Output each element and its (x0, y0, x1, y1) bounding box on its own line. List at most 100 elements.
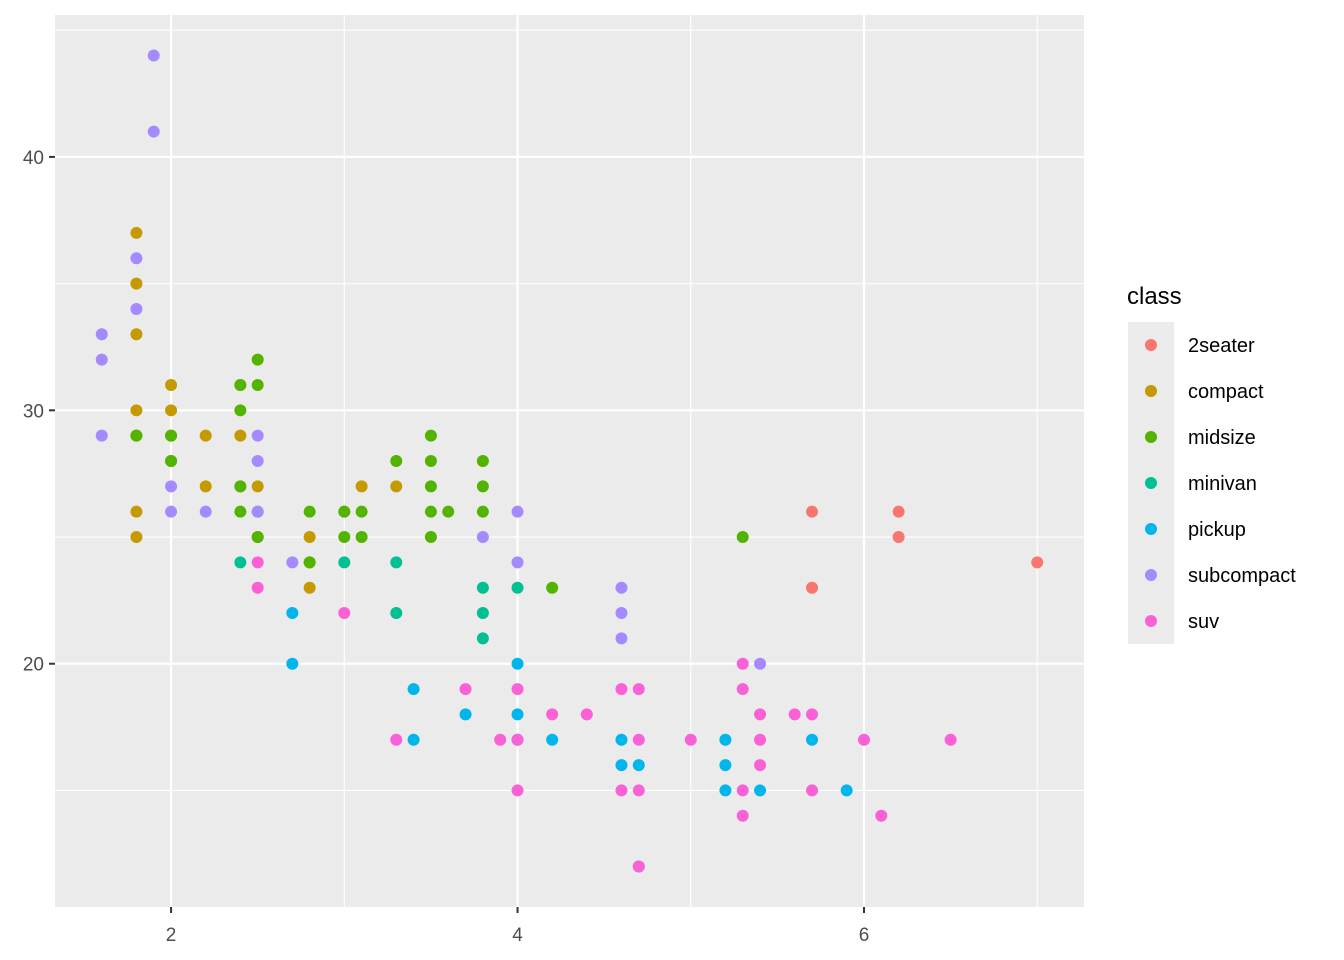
data-point-midsize (251, 353, 264, 366)
data-point-2seater (806, 581, 819, 594)
y-tick-label: 20 (23, 655, 44, 676)
data-point-minivan (476, 581, 489, 594)
data-point-minivan (338, 556, 351, 569)
data-point-subcompact (95, 429, 108, 442)
data-point-suv (754, 733, 767, 746)
data-point-suv (546, 708, 559, 721)
legend-key-subcompact (1145, 569, 1157, 581)
data-point-midsize (424, 505, 437, 518)
data-point-suv (615, 784, 628, 797)
legend-key-2seater (1145, 339, 1157, 351)
data-point-minivan (511, 581, 524, 594)
data-point-midsize (130, 429, 143, 442)
legend-label-suv: suv (1188, 611, 1219, 633)
data-point-midsize (736, 531, 749, 544)
data-point-suv (251, 581, 264, 594)
data-point-pickup (806, 733, 819, 746)
data-point-suv (511, 733, 524, 746)
data-point-pickup (286, 657, 299, 670)
data-point-midsize (390, 455, 403, 467)
data-point-midsize (355, 505, 368, 518)
data-point-subcompact (251, 429, 264, 442)
data-point-suv (806, 784, 819, 797)
data-point-midsize (476, 455, 489, 467)
data-point-compact (130, 328, 143, 341)
legend-key-pickup (1145, 523, 1157, 535)
data-point-2seater (892, 531, 905, 544)
data-point-subcompact (251, 505, 264, 518)
data-point-minivan (390, 607, 403, 620)
data-point-suv (788, 708, 801, 721)
data-point-midsize (424, 429, 437, 442)
data-point-suv (875, 809, 888, 822)
data-point-suv (632, 683, 645, 696)
data-point-suv (580, 708, 593, 721)
data-point-compact (130, 531, 143, 544)
data-point-suv (632, 784, 645, 797)
data-point-pickup (511, 708, 524, 721)
data-point-compact (130, 505, 143, 518)
data-point-suv (459, 683, 472, 696)
data-point-midsize (424, 455, 437, 467)
data-point-minivan (476, 632, 489, 645)
x-tick-label: 6 (859, 925, 870, 946)
data-point-pickup (286, 607, 299, 620)
data-point-subcompact (615, 581, 628, 594)
data-point-midsize (424, 480, 437, 493)
data-point-suv (338, 607, 351, 620)
data-point-suv (632, 860, 645, 873)
legend-key-compact (1145, 385, 1157, 397)
legend-title: class (1127, 283, 1182, 310)
data-point-pickup (407, 733, 420, 746)
data-point-compact (355, 480, 368, 493)
major-gridlines (55, 15, 1084, 907)
data-point-2seater (892, 505, 905, 518)
data-point-subcompact (130, 302, 143, 315)
data-point-midsize (338, 531, 351, 544)
data-point-compact (251, 480, 264, 493)
data-point-suv (736, 683, 749, 696)
legend-label-midsize: midsize (1188, 427, 1256, 449)
data-point-subcompact (199, 505, 212, 518)
data-point-suv (754, 708, 767, 721)
data-point-midsize (546, 581, 559, 594)
data-point-subcompact (95, 328, 108, 341)
axes: 2 4 6 20 30 40 (23, 148, 869, 946)
data-point-subcompact (95, 353, 108, 366)
data-point-suv (754, 759, 767, 772)
legend-label-minivan: minivan (1188, 473, 1257, 495)
data-point-subcompact (511, 556, 524, 569)
data-point-pickup (407, 683, 420, 696)
data-points (95, 49, 1044, 873)
data-point-suv (511, 784, 524, 797)
data-point-midsize (476, 505, 489, 518)
data-point-subcompact (165, 505, 178, 518)
data-point-pickup (632, 759, 645, 772)
legend-label-pickup: pickup (1188, 519, 1246, 541)
data-point-2seater (1031, 556, 1044, 569)
data-point-midsize (442, 505, 455, 518)
data-point-midsize (303, 505, 316, 518)
data-point-suv (944, 733, 957, 746)
data-point-compact (199, 429, 212, 442)
legend: class 2seater compact midsize minivan pickup… (1127, 283, 1296, 644)
data-point-pickup (719, 759, 732, 772)
data-point-subcompact (511, 505, 524, 518)
data-point-midsize (234, 480, 247, 493)
data-point-suv (251, 556, 264, 569)
data-point-minivan (390, 556, 403, 569)
data-point-midsize (303, 556, 316, 569)
data-point-suv (615, 683, 628, 696)
legend-label-compact: compact (1188, 381, 1264, 403)
data-point-compact (130, 404, 143, 417)
data-point-subcompact (476, 531, 489, 544)
data-point-pickup (754, 784, 767, 797)
data-point-subcompact (165, 480, 178, 493)
data-point-midsize (338, 505, 351, 518)
x-tick-label: 2 (166, 925, 177, 946)
data-point-midsize (234, 505, 247, 518)
data-point-subcompact (615, 607, 628, 620)
data-point-suv (857, 733, 870, 746)
data-point-midsize (355, 531, 368, 544)
data-point-compact (130, 226, 143, 239)
